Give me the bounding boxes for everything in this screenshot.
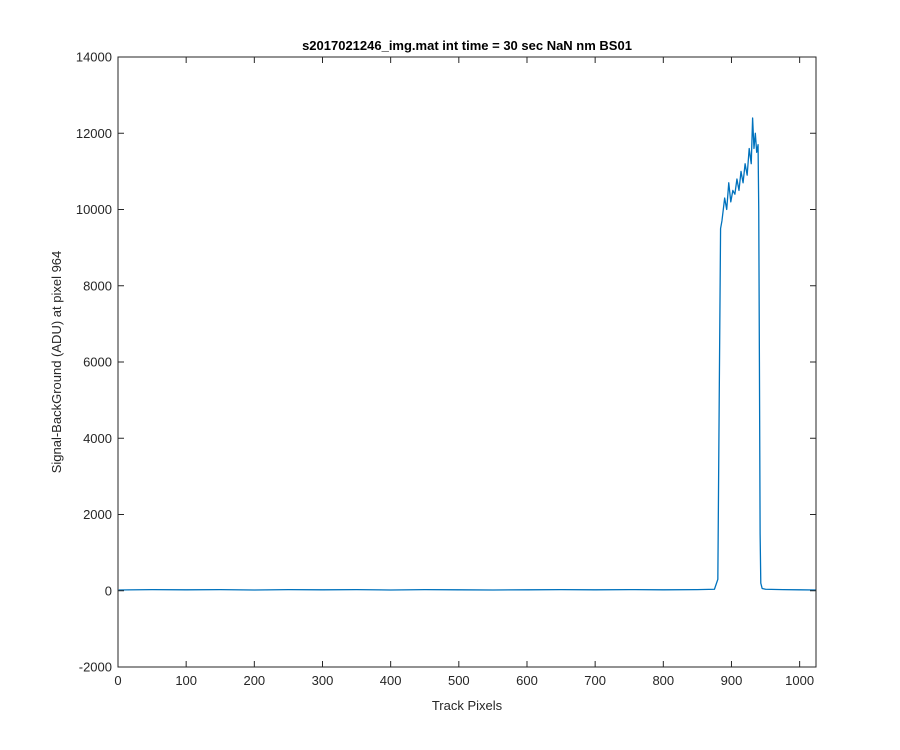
x-axis-label: Track Pixels (432, 698, 503, 713)
y-tick-label-4: 6000 (83, 355, 112, 370)
series-line-0 (118, 117, 817, 591)
y-tick-label-7: 12000 (76, 126, 112, 141)
y-axis-label: Signal-BackGround (ADU) at pixel 964 (49, 251, 64, 474)
x-tick-label-6: 600 (516, 673, 538, 688)
x-tick-label-0: 0 (114, 673, 121, 688)
x-tick-label-9: 900 (721, 673, 743, 688)
x-tick-label-3: 300 (312, 673, 334, 688)
x-tick-label-4: 400 (380, 673, 402, 688)
plot-area (118, 57, 816, 667)
x-tick-label-8: 800 (652, 673, 674, 688)
chart-title: s2017021246_img.mat int time = 30 sec Na… (302, 38, 632, 53)
x-tick-label-1: 100 (175, 673, 197, 688)
y-tick-label-1: 0 (105, 583, 112, 598)
x-tick-label-5: 500 (448, 673, 470, 688)
x-tick-label-2: 200 (243, 673, 265, 688)
axes-layer: 0 100 200 300 400 500 600 700 800 900 1000-2000020… (76, 50, 817, 688)
y-tick-label-2: 2000 (83, 507, 112, 522)
y-tick-label-0: -2000 (79, 660, 112, 675)
y-tick-label-6: 10000 (76, 202, 112, 217)
y-tick-label-8: 14000 (76, 50, 112, 65)
x-tick-label-7: 700 (584, 673, 606, 688)
y-tick-label-5: 8000 (83, 278, 112, 293)
series-layer (118, 117, 817, 591)
x-tick-label-10: 1000 (785, 673, 814, 688)
y-tick-label-3: 4000 (83, 431, 112, 446)
